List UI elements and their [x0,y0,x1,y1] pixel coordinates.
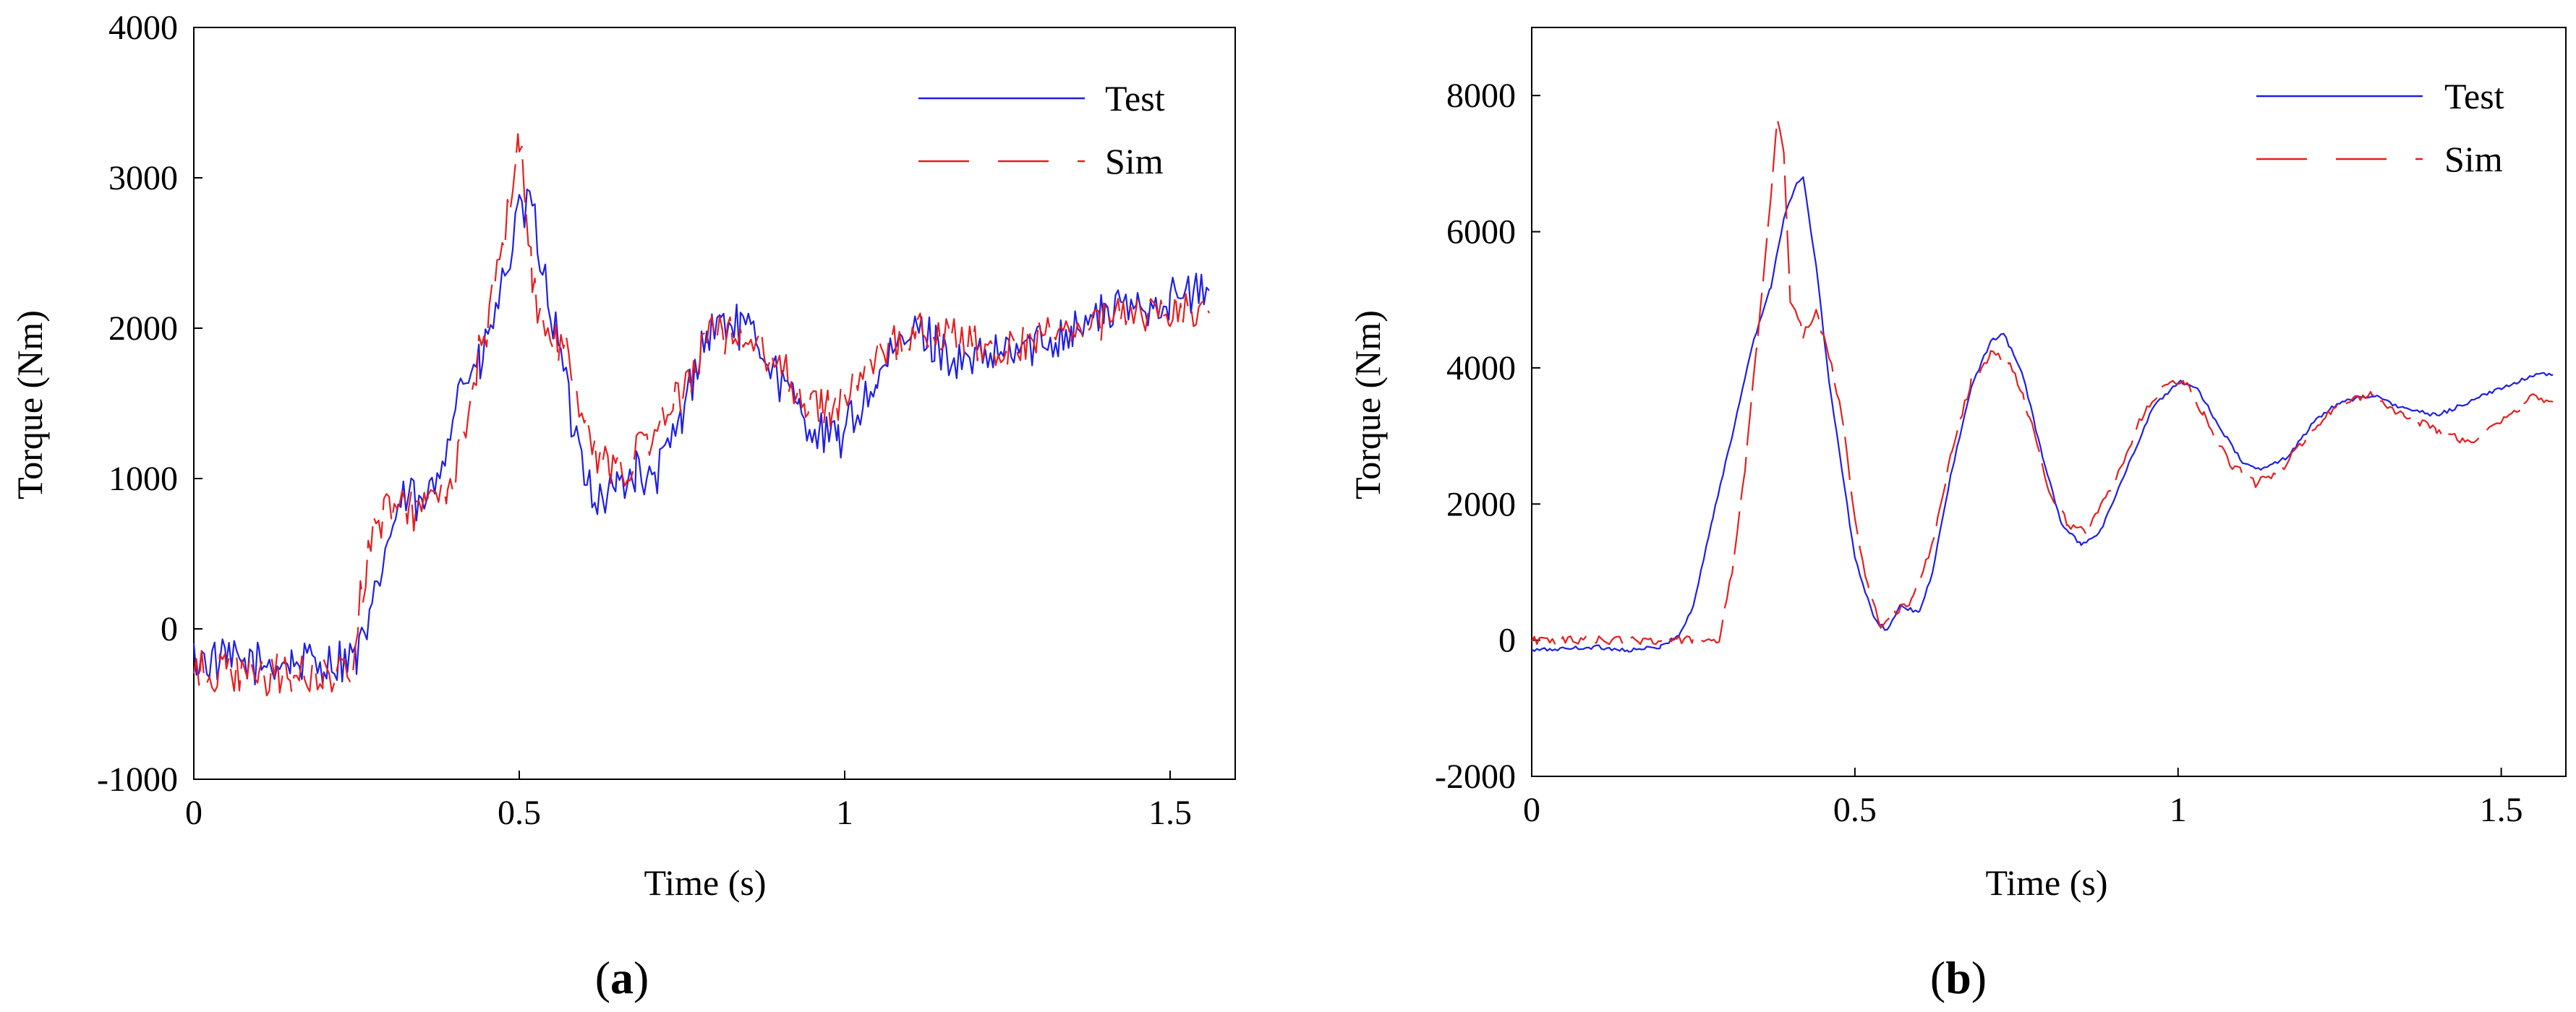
series-line-sim-b [1531,118,2554,646]
y-tick-label-b-0: -2000 [1435,758,1516,796]
x-axis-a: 0 0.5 1 1.5 [185,771,1192,832]
series-line-sim-a [192,133,1211,697]
plot-area-a [193,27,1236,780]
legend-sim-label-b: Sim [2444,139,2503,179]
y-tick-label-b-2: 2000 [1446,485,1516,523]
x-axis-label-b: Time (s) [1985,862,2107,903]
y-tick-label-b-3: 4000 [1446,349,1516,387]
x-tick-label-a-2: 1 [836,794,853,832]
y-axis-label-a: Torque (Nm) [9,310,50,499]
x-tick-label-b-1: 0.5 [1833,791,1877,829]
y-axis-a: -1000 0 1000 2000 3000 4000 [97,9,202,799]
y-tick-label-b-4: 6000 [1446,213,1516,252]
x-tick-label-a-3: 1.5 [1148,794,1192,832]
y-tick-label-a-4: 3000 [108,159,178,197]
y-tick-label-a-5: 4000 [108,9,178,47]
y-tick-label-a-1: 0 [161,610,178,648]
x-axis-label-a: Time (s) [644,862,766,903]
panel-label-a: (a) [595,952,649,1003]
y-tick-label-b-1: 0 [1498,622,1516,660]
x-tick-label-a-1: 0.5 [498,794,541,832]
legend-a: Test Sim [918,78,1165,181]
legend-test-label-a: Test [1105,78,1165,119]
y-axis-label-b: Torque (Nm) [1347,310,1388,499]
y-axis-b: -2000 0 2000 4000 6000 8000 [1435,77,1540,796]
series-group-a [192,133,1211,697]
x-tick-label-b-2: 1 [2170,791,2187,829]
series-group-b [1531,118,2554,653]
legend-sim-label-a: Sim [1105,141,1164,181]
y-tick-label-a-3: 2000 [108,309,178,348]
panel-label-b: (b) [1930,952,1987,1003]
x-axis-b: 0 0.5 1 1.5 [1523,768,2523,829]
y-tick-label-a-0: -1000 [97,760,178,799]
x-tick-label-a-0: 0 [185,794,202,832]
x-tick-label-b-3: 1.5 [2480,791,2523,829]
legend-test-label-b: Test [2444,76,2504,116]
y-tick-label-a-2: 1000 [108,460,178,498]
legend-b: Test Sim [2256,76,2504,179]
x-tick-label-b-0: 0 [1523,791,1540,829]
plot-area-b [1531,27,2567,777]
series-line-test-b [1531,176,2554,653]
y-tick-label-b-5: 8000 [1446,77,1516,115]
